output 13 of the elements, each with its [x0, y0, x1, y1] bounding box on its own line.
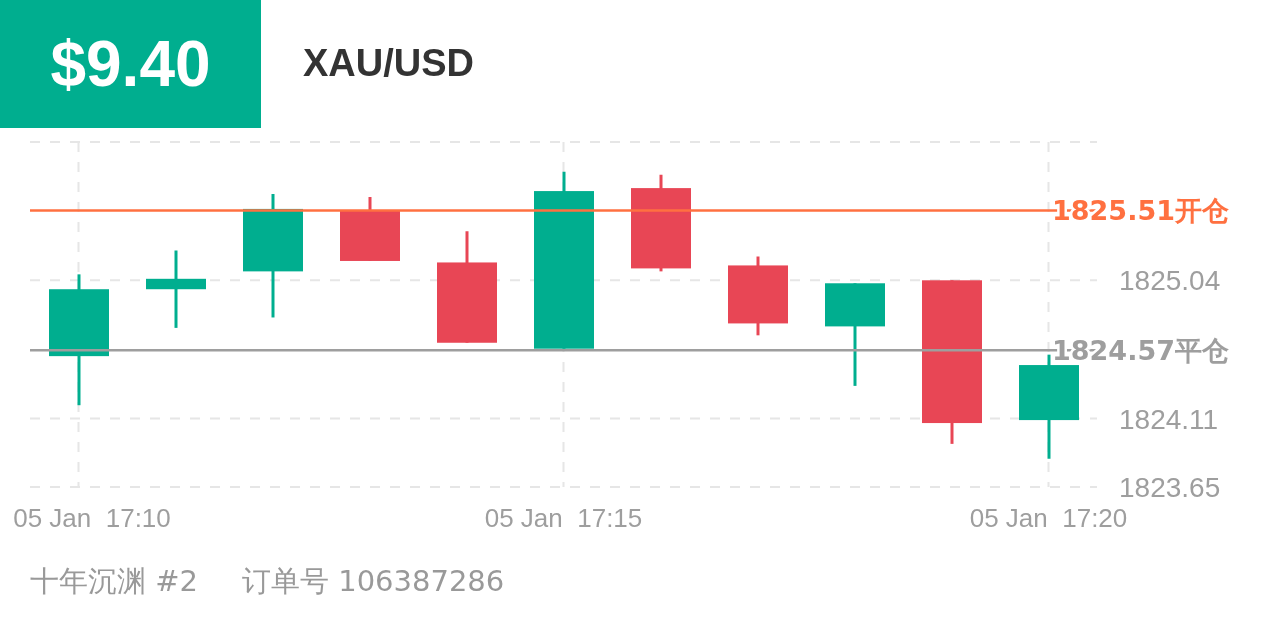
text: 十年沉渊 #2 — [30, 564, 198, 598]
x-tick-label: 05 Jan 17:15 — [484, 503, 643, 533]
y-tick-label: 1825.04 — [1119, 265, 1221, 297]
ref-line-label: 1824.57平仓 — [1052, 335, 1229, 367]
y-tick-label: 1824.11 — [1119, 403, 1219, 435]
x-tick-label: 05 Jan 17:20 — [969, 503, 1128, 533]
x-tick-label: 05 Jan 17:10 — [13, 503, 171, 533]
ref-line-label: 1825.51开仓 — [1052, 195, 1229, 227]
chart-title: XAU/USD — [303, 42, 475, 85]
y-tick-label: 1823.65 — [1119, 472, 1221, 503]
text: 订单号 106387286 — [241, 564, 505, 598]
price-box: $9.40 — [0, 0, 261, 128]
candlestick — [146, 250, 206, 328]
